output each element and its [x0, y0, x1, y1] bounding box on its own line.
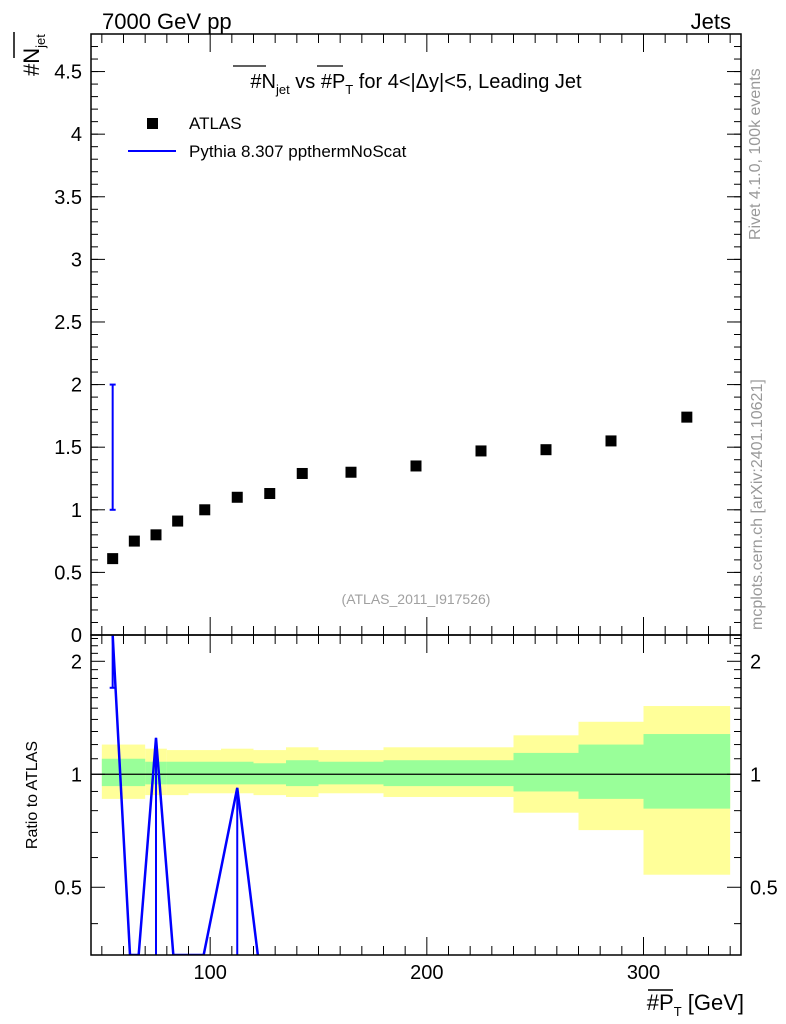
main-plot-panel: 0 0.5 1 1.5 2 2.5 3 3.5 4 4.5 #Njet #Njet vs #PT … — [13, 32, 742, 647]
ratio-xlabel: #PT [GeV] — [647, 990, 744, 1019]
ratio-xtick-label: 100 — [193, 962, 226, 984]
main-ytick-label: 1.5 — [54, 437, 82, 459]
ratio-ytick-label-right: 0.5 — [750, 877, 778, 899]
ratio-plot-axes: 0.5 0.5 1 1 2 2 100 200 300 — [54, 635, 778, 984]
title-n-sub: jet — [275, 82, 290, 97]
stat-uncertainty-band — [578, 744, 644, 799]
stat-uncertainty-band — [643, 734, 731, 809]
ratio-xtick-label: 300 — [627, 962, 660, 984]
main-ytick-label: 3 — [71, 249, 82, 271]
ratio-ytick-label: 0.5 — [54, 877, 82, 899]
atlas-data-point — [345, 466, 357, 478]
rivet-label: Rivet 4.1.0, 100k events — [747, 68, 764, 240]
main-ytick-label: 2 — [71, 375, 82, 397]
ratio-ytick-label-right: 1 — [750, 764, 761, 786]
atlas-data-point — [410, 460, 422, 472]
atlas-data-point — [231, 491, 243, 503]
process-label: Jets — [691, 9, 731, 34]
main-ytick-label: 2.5 — [54, 312, 82, 334]
stat-uncertainty-band — [188, 761, 221, 785]
stat-uncertainty-band — [101, 758, 124, 787]
pythia-ratio-line — [111, 635, 260, 955]
main-ytick-label: 0 — [71, 625, 82, 647]
atlas-data-point — [128, 535, 140, 547]
stat-uncertainty-band — [286, 760, 319, 787]
ratio-plot-panel: 0.5 0.5 1 1 2 2 100 200 300 Ratio to ATLAS #PT [… — [24, 634, 778, 1019]
xlabel-sub: T — [674, 1004, 682, 1019]
main-ylabel: #Njet — [19, 34, 48, 76]
atlas-data-point — [199, 504, 211, 516]
stat-uncertainty-band — [166, 761, 189, 785]
ratio-ytick-label: 2 — [71, 651, 82, 673]
main-ytick-label: 1 — [71, 500, 82, 522]
stat-uncertainty-band — [513, 752, 579, 792]
stat-uncertainty-band — [448, 760, 514, 787]
legend-atlas-label: ATLAS — [189, 114, 242, 133]
stat-uncertainty-band — [221, 761, 254, 785]
main-plot-content — [107, 383, 693, 565]
main-ytick-label: 3.5 — [54, 187, 82, 209]
title-p-sub: T — [345, 82, 353, 97]
ratio-plot-frame — [90, 634, 742, 956]
atlas-data-point — [605, 435, 617, 447]
main-ytick-label: 4 — [71, 124, 82, 146]
main-ylabel-sub: jet — [33, 34, 48, 49]
ratio-ytick-label: 1 — [71, 764, 82, 786]
energy-label: 7000 GeV pp — [102, 9, 232, 34]
atlas-data-point — [107, 553, 119, 565]
ratio-ylabel: Ratio to ATLAS — [24, 741, 41, 849]
atlas-data-point — [681, 411, 693, 423]
legend-pythia-label: Pythia 8.307 ppthermNoScat — [189, 142, 407, 161]
ratio-plot-content — [91, 635, 741, 955]
atlas-data-point — [150, 529, 162, 541]
atlas-data-point — [264, 488, 276, 500]
ratio-ytick-label-right: 2 — [750, 651, 761, 673]
main-ytick-label: 4.5 — [54, 62, 82, 84]
atlas-data-point — [475, 445, 487, 457]
mcplots-label: mcplots.cern.ch [arXiv:2401.10621] — [749, 379, 766, 630]
stat-uncertainty-band — [383, 760, 449, 787]
main-ytick-label: 0.5 — [54, 562, 82, 584]
main-title: #Njet vs #PT for 4<|Δy|<5, Leading Jet — [250, 71, 582, 97]
atlas-data-point — [172, 515, 184, 527]
legend-atlas-marker — [147, 118, 158, 129]
atlas-data-point — [540, 444, 552, 456]
atlas-data-point — [296, 467, 308, 479]
stat-uncertainty-band — [318, 761, 384, 785]
legend: ATLAS Pythia 8.307 ppthermNoScat — [128, 114, 407, 161]
analysis-watermark: (ATLAS_2011_I917526) — [342, 591, 491, 607]
stat-uncertainty-band — [123, 758, 146, 787]
main-plot-axes: 0 0.5 1 1.5 2 2.5 3 3.5 4 4.5 — [54, 33, 741, 647]
ratio-xtick-label: 200 — [410, 962, 443, 984]
